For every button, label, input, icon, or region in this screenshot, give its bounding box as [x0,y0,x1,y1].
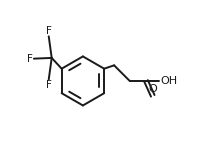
Text: F: F [46,80,52,90]
Text: OH: OH [160,76,177,86]
Text: O: O [148,84,157,94]
Text: F: F [27,54,33,64]
Text: F: F [46,26,52,36]
